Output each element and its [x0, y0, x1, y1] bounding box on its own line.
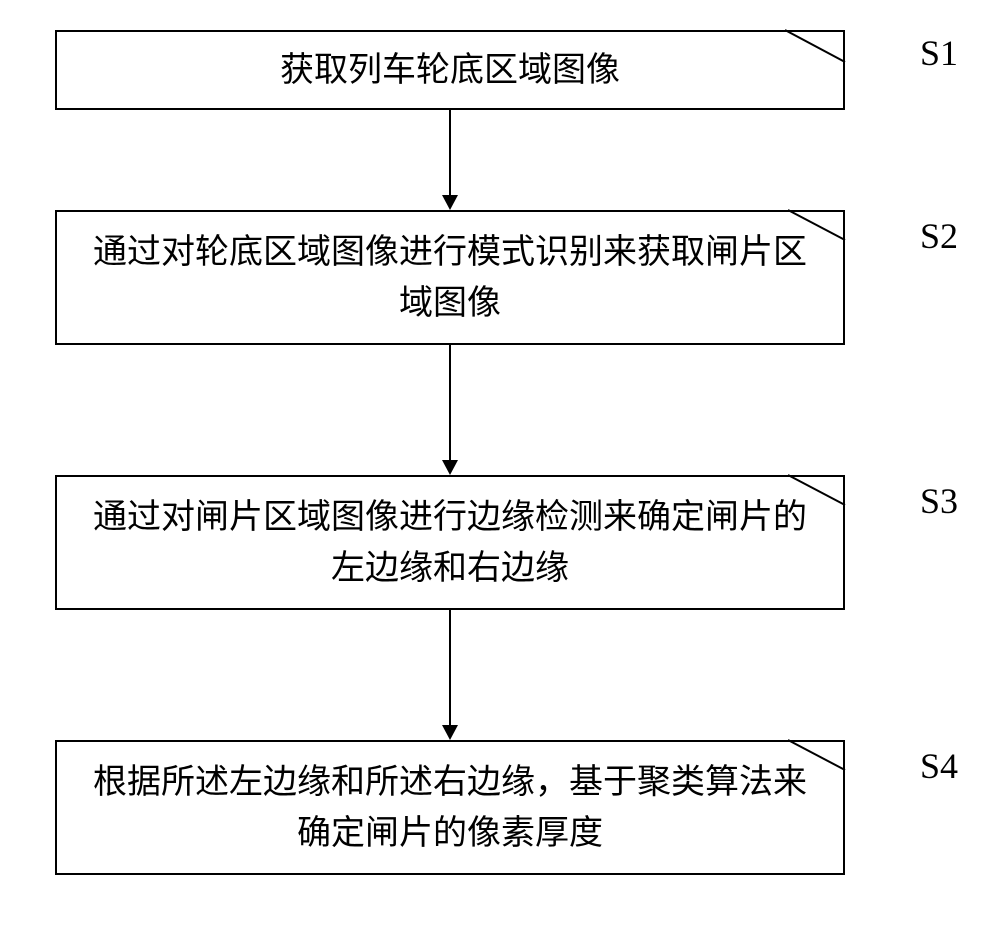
step-label-s1: S1 — [920, 32, 958, 74]
step-box-s2: 通过对轮底区域图像进行模式识别来获取闸片区域图像 — [55, 210, 845, 345]
step-box-s1: 获取列车轮底区域图像 — [55, 30, 845, 110]
step-text-s4: 根据所述左边缘和所述右边缘，基于聚类算法来确定闸片的像素厚度 — [77, 757, 823, 859]
step-text-s2: 通过对轮底区域图像进行模式识别来获取闸片区域图像 — [77, 227, 823, 329]
step-text-s3: 通过对闸片区域图像进行边缘检测来确定闸片的左边缘和右边缘 — [77, 492, 823, 594]
step-label-s4: S4 — [920, 745, 958, 787]
step-box-s4: 根据所述左边缘和所述右边缘，基于聚类算法来确定闸片的像素厚度 — [55, 740, 845, 875]
flowchart-container: 获取列车轮底区域图像 S1 通过对轮底区域图像进行模式识别来获取闸片区域图像 S… — [0, 0, 1000, 926]
step-label-s2: S2 — [920, 215, 958, 257]
step-text-s1: 获取列车轮底区域图像 — [280, 45, 620, 96]
step-box-s3: 通过对闸片区域图像进行边缘检测来确定闸片的左边缘和右边缘 — [55, 475, 845, 610]
step-label-s3: S3 — [920, 480, 958, 522]
